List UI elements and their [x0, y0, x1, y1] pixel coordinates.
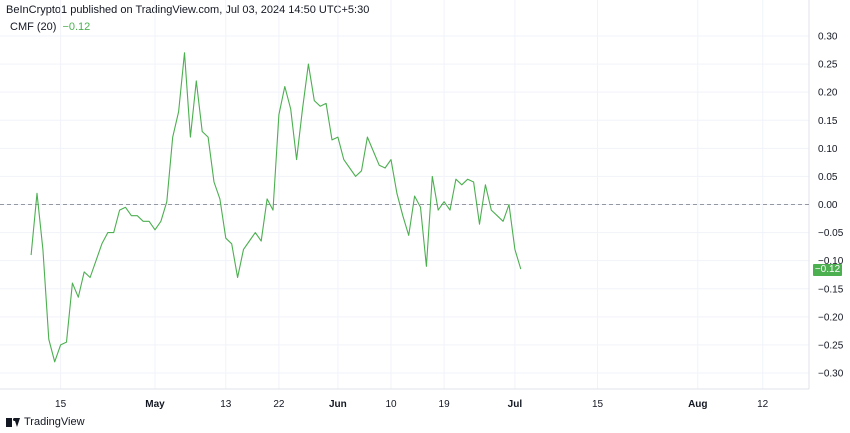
y-tick-label: 0.30 — [818, 32, 838, 43]
x-tick-label: 15 — [55, 399, 67, 410]
grid-lines — [0, 0, 809, 389]
indicator-legend[interactable]: CMF (20) −0.12 — [10, 21, 90, 33]
y-tick-label: 0.20 — [818, 88, 838, 99]
indicator-name: CMF (20) — [10, 21, 57, 33]
x-tick-label: 15 — [592, 399, 604, 410]
indicator-value: −0.12 — [62, 21, 91, 33]
x-tick-label: 12 — [757, 399, 769, 410]
y-tick-label: −0.30 — [818, 369, 844, 380]
x-tick-label: 19 — [439, 399, 451, 410]
x-tick-label: Aug — [688, 399, 707, 410]
y-tick-label: −0.10 — [818, 256, 844, 267]
y-tick-label: 0.15 — [818, 116, 838, 127]
y-tick-label: 0.00 — [818, 200, 838, 211]
x-axis[interactable]: 15 May 13 22 Jun 10 19 Jul 15 Aug 12 — [55, 399, 769, 410]
last-value-badge: −0.12 — [813, 264, 842, 276]
y-tick-label: −0.25 — [818, 340, 844, 351]
brand-name: TradingView — [24, 416, 85, 428]
y-tick-label: −0.15 — [818, 284, 844, 295]
x-tick-label: Jun — [329, 399, 347, 410]
x-tick-label: 10 — [385, 399, 397, 410]
x-tick-label: May — [145, 399, 165, 410]
x-tick-label: 22 — [273, 399, 285, 410]
x-tick-label: 13 — [220, 399, 232, 410]
tradingview-logo-icon — [6, 417, 20, 427]
y-tick-label: 0.05 — [818, 172, 838, 183]
y-tick-label: −0.05 — [818, 228, 844, 239]
y-tick-label: 0.25 — [818, 60, 838, 71]
cmf-series-line — [30, 52, 522, 363]
y-tick-label: −0.20 — [818, 312, 844, 323]
x-tick-label: Jul — [508, 399, 523, 410]
y-axis[interactable]: 0.30 0.25 0.20 0.15 0.10 0.05 0.00 −0.05 −0.10 −0… — [818, 32, 844, 380]
footer-brand: TradingView — [6, 416, 85, 428]
y-tick-label: 0.10 — [818, 144, 838, 155]
